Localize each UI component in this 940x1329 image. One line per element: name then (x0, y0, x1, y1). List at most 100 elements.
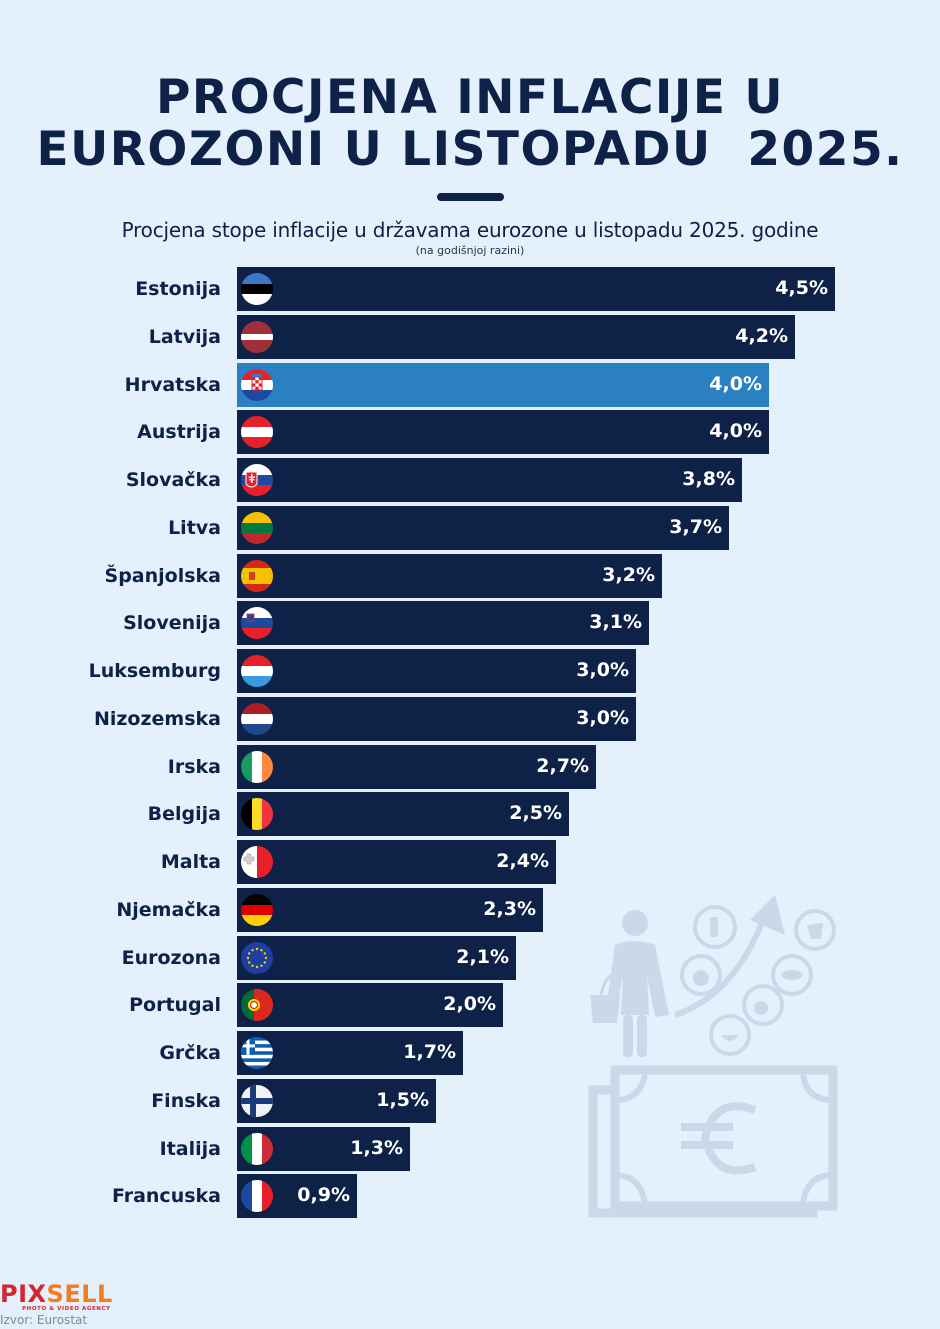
title-line-2: EUROZONI U LISTOPADU 2025. (36, 122, 904, 177)
portugal-flag-icon (241, 989, 273, 1021)
category-label-njemacka: Njemačka (116, 899, 221, 921)
bar-malta: 2,4% (237, 840, 556, 884)
france-flag-icon (241, 1180, 273, 1212)
value-label-eurozona: 2,1% (456, 946, 509, 968)
bar-belgija: 2,5% (237, 792, 569, 836)
ireland-flag-icon (241, 751, 273, 783)
value-label-njemacka: 2,3% (483, 898, 536, 920)
belgium-flag-icon (241, 798, 273, 830)
eu-flag-icon (241, 942, 273, 974)
bowl-icon (709, 1014, 751, 1056)
value-label-malta: 2,4% (496, 850, 549, 872)
value-label-belgija: 2,5% (509, 802, 562, 824)
bar-litva: 3,7% (237, 506, 729, 550)
bar-italija: 1,3% (237, 1127, 410, 1171)
bar-finska: 1,5% (237, 1079, 436, 1123)
slovenia-flag-icon (241, 607, 273, 639)
value-label-luksemburg: 3,0% (576, 659, 629, 681)
bar-luksemburg: 3,0% (237, 649, 636, 693)
bar-irska: 2,7% (237, 745, 596, 789)
category-label-italija: Italija (159, 1138, 221, 1160)
value-label-irska: 2,7% (536, 755, 589, 777)
category-label-irska: Irska (167, 756, 221, 778)
title-line-1: PROCJENA INFLACIJE U (155, 70, 785, 125)
value-label-estonija: 4,5% (775, 277, 828, 299)
greece-flag-icon (241, 1037, 273, 1069)
netherlands-flag-icon (241, 703, 273, 735)
cow-icon (794, 909, 836, 951)
category-label-litva: Litva (168, 517, 221, 539)
category-label-spanjolska: Španjolska (104, 565, 221, 587)
category-label-austrija: Austrija (137, 421, 221, 443)
pixsell-logo: PIXSELL (0, 1280, 113, 1308)
category-label-grcka: Grčka (159, 1042, 221, 1064)
bar-hrvatska: 4,0% (237, 363, 769, 407)
inflation-illustration (588, 895, 838, 1218)
rising-arrow-icon (674, 913, 768, 1018)
category-label-eurozona: Eurozona (121, 947, 221, 969)
shopping-basket-icon (590, 995, 620, 1023)
bottle-icon (693, 905, 737, 949)
value-label-spanjolska: 3,2% (602, 564, 655, 586)
estonia-flag-icon (241, 273, 273, 305)
value-label-portugal: 2,0% (443, 993, 496, 1015)
value-label-italija: 1,3% (350, 1137, 403, 1159)
fish-icon (771, 954, 813, 996)
value-label-latvija: 4,2% (735, 325, 788, 347)
category-label-belgija: Belgija (147, 803, 221, 825)
meat-icon (742, 984, 784, 1026)
croatia-flag-icon (241, 369, 273, 401)
category-label-latvija: Latvija (148, 326, 221, 348)
latvia-flag-icon (241, 321, 273, 353)
value-label-slovacka: 3,8% (682, 468, 735, 490)
value-label-finska: 1,5% (376, 1089, 429, 1111)
bar-njemacka: 2,3% (237, 888, 543, 932)
finland-flag-icon (241, 1085, 273, 1117)
malta-flag-icon (241, 846, 273, 878)
category-label-francuska: Francuska (111, 1185, 221, 1207)
category-label-hrvatska: Hrvatska (124, 374, 221, 396)
bar-portugal: 2,0% (237, 983, 503, 1027)
title-divider (437, 193, 504, 201)
value-label-litva: 3,7% (669, 516, 722, 538)
category-label-estonija: Estonija (135, 278, 221, 300)
category-label-finska: Finska (151, 1090, 221, 1112)
value-label-grcka: 1,7% (403, 1041, 456, 1063)
bar-estonija: 4,5% (237, 267, 835, 311)
bar-slovacka: 3,8% (237, 458, 742, 502)
chart-subtitle: Procjena stope inflacije u državama euro… (121, 218, 819, 242)
bar-nizozemska: 3,0% (237, 697, 636, 741)
lithuania-flag-icon (241, 512, 273, 544)
bar-francuska: 0,9% (237, 1174, 357, 1218)
spain-flag-icon (241, 560, 273, 592)
category-label-slovenija: Slovenija (123, 612, 221, 634)
slovakia-flag-icon (241, 464, 273, 496)
italy-flag-icon (241, 1133, 273, 1165)
bar-austrija: 4,0% (237, 410, 769, 454)
bar-grcka: 1,7% (237, 1031, 463, 1075)
category-label-nizozemska: Nizozemska (93, 708, 221, 730)
luxembourg-flag-icon (241, 655, 273, 687)
bar-latvija: 4,2% (237, 315, 795, 359)
bar-slovenija: 3,1% (237, 601, 649, 645)
source-note: Izvor: Eurostat (0, 1313, 88, 1327)
value-label-slovenija: 3,1% (589, 611, 642, 633)
category-label-malta: Malta (160, 851, 221, 873)
shopper-icon (607, 910, 669, 1057)
value-label-austrija: 4,0% (709, 420, 762, 442)
value-label-francuska: 0,9% (297, 1184, 350, 1206)
category-label-portugal: Portugal (129, 994, 221, 1016)
value-label-hrvatska: 4,0% (709, 373, 762, 395)
category-label-slovacka: Slovačka (125, 469, 221, 491)
austria-flag-icon (241, 416, 273, 448)
logo-tagline: PHOTO & VIDEO AGENCY (22, 1306, 111, 1312)
bar-spanjolska: 3,2% (237, 554, 662, 598)
germany-flag-icon (241, 894, 273, 926)
bar-eurozona: 2,1% (237, 936, 516, 980)
page-title: PROCJENA INFLACIJE U EUROZONI U LISTOPAD… (0, 72, 940, 176)
chart-subnote: (na godišnjoj razini) (415, 244, 525, 257)
value-label-nizozemska: 3,0% (576, 707, 629, 729)
euro-banknote-icon (588, 1065, 838, 1218)
apple-icon (680, 954, 722, 996)
